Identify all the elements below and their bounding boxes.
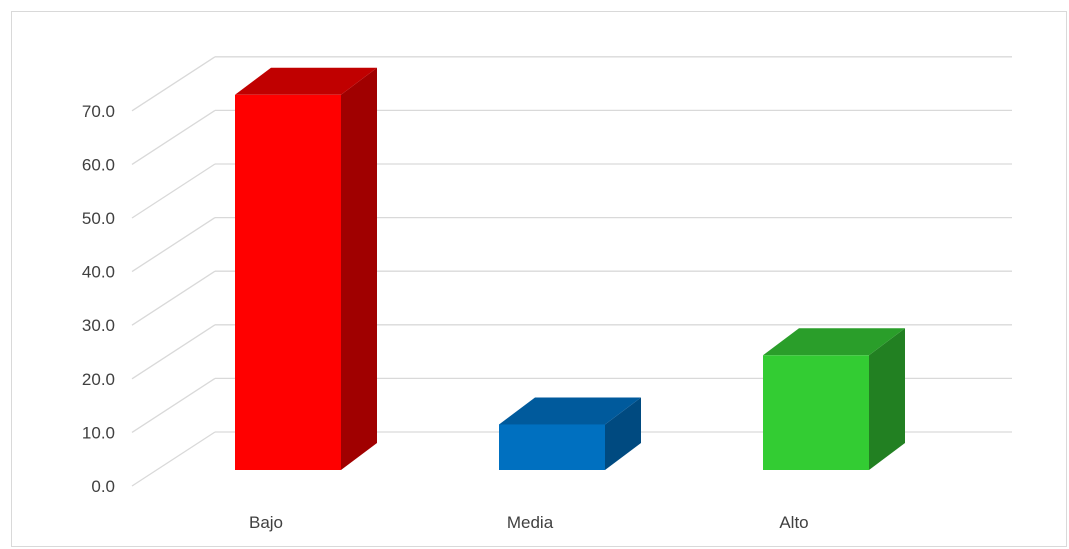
bar-side bbox=[605, 397, 641, 470]
y-tick-label: 50.0 bbox=[82, 209, 115, 228]
gridline-side bbox=[131, 270, 216, 326]
bar-media bbox=[499, 424, 605, 470]
bar-alto bbox=[763, 355, 869, 470]
y-tick-label: 60.0 bbox=[82, 155, 115, 174]
y-tick-label: 70.0 bbox=[82, 102, 115, 121]
y-tick-label: 10.0 bbox=[82, 423, 115, 442]
gridline-side bbox=[131, 324, 216, 380]
gridline-side bbox=[131, 217, 216, 273]
bar-bajo bbox=[235, 94, 341, 471]
y-tick-label: 30.0 bbox=[82, 316, 115, 335]
y-tick-label: 20.0 bbox=[82, 370, 115, 389]
y-tick-label: 0.0 bbox=[91, 477, 115, 496]
x-tick-label: Bajo bbox=[249, 513, 283, 532]
gridline-side bbox=[131, 377, 216, 433]
gridline-side bbox=[131, 109, 216, 165]
bar-top bbox=[763, 328, 905, 356]
gridline-side bbox=[131, 56, 216, 112]
bar-side bbox=[869, 328, 905, 470]
gridline-side bbox=[131, 163, 216, 219]
bar-top bbox=[499, 397, 641, 425]
x-tick-label: Alto bbox=[779, 513, 808, 532]
bar-side bbox=[341, 67, 377, 471]
gridline-side bbox=[131, 431, 216, 487]
y-tick-label: 40.0 bbox=[82, 263, 115, 282]
x-tick-label: Media bbox=[507, 513, 554, 532]
bar-top bbox=[235, 67, 377, 95]
